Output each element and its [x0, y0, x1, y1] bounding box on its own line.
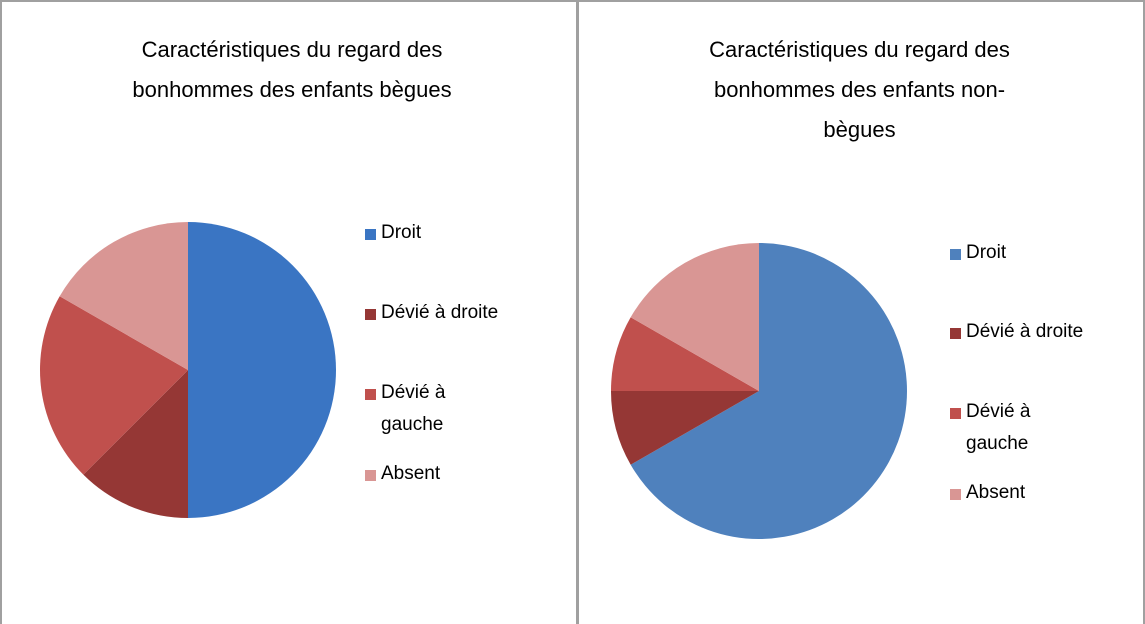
- legend-swatch: [950, 489, 961, 500]
- legend-label: Dévié à gauche: [966, 401, 1031, 454]
- legend-label: Absent: [381, 463, 441, 484]
- pie-slice: [630, 243, 759, 391]
- legend-item: Absent: [365, 463, 506, 490]
- legend-item: Dévié à gauche: [950, 401, 1091, 460]
- legend-label: Dévié à droite: [381, 302, 499, 323]
- chart-panel: Droit Dévié à droite Dévié à gauche Absent C…: [0, 0, 578, 624]
- pie-area: [40, 222, 336, 518]
- legend-label: Dévié à droite: [966, 321, 1084, 342]
- legend-item: Dévié à gauche: [365, 382, 506, 441]
- legend-swatch: [950, 249, 961, 260]
- legend-swatch: [950, 328, 961, 339]
- legend-swatch: [365, 309, 376, 320]
- legend-label: Droit: [381, 222, 422, 243]
- chart-title: Caractéristiques du regard des bonhommes…: [709, 37, 1010, 142]
- legend-swatch: [365, 389, 376, 400]
- pie-slice: [188, 222, 336, 518]
- legend-item: Absent: [950, 482, 1091, 509]
- pie-slice: [611, 391, 759, 465]
- legend-item: Droit: [365, 222, 506, 249]
- chart-title: Caractéristiques du regard des bonhommes…: [132, 37, 452, 102]
- legend-label: Droit: [966, 242, 1007, 263]
- pie-slice: [59, 222, 188, 370]
- pie-slice: [83, 370, 188, 518]
- legend-swatch: [950, 408, 961, 419]
- legend-swatch: [365, 229, 376, 240]
- legend-swatch: [365, 470, 376, 481]
- pie-slice: [630, 243, 907, 539]
- legend-label: Absent: [966, 482, 1026, 503]
- legend-item: Dévié à droite: [365, 302, 506, 329]
- legend-item: Dévié à droite: [950, 321, 1091, 348]
- pie-slice: [40, 296, 188, 475]
- chart-panel: Droit Dévié à droite Dévié à gauche Absent C…: [577, 0, 1145, 624]
- pie-area: [611, 243, 907, 539]
- legend-label: Dévié à gauche: [381, 382, 446, 435]
- pie-slice: [611, 317, 759, 391]
- legend-item: Droit: [950, 242, 1091, 269]
